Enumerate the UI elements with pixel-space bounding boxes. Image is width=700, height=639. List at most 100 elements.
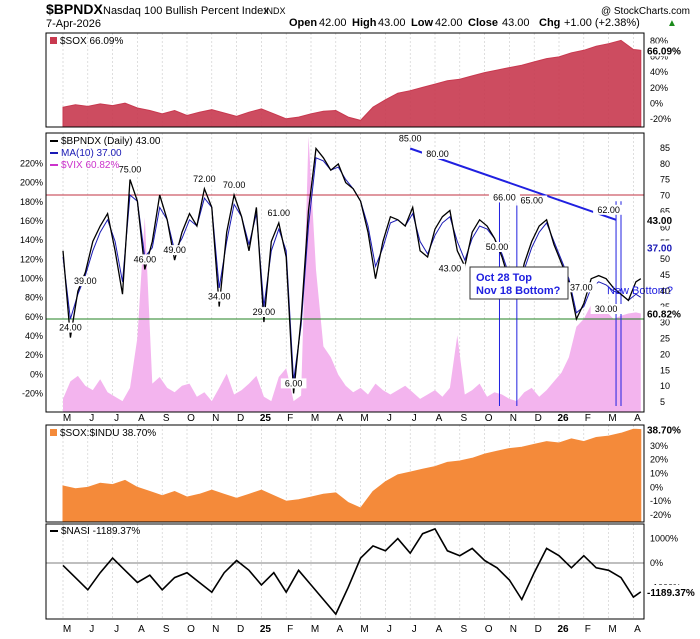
sox-indu-frame [45, 424, 645, 523]
sox-tick: 60% [650, 52, 668, 62]
value-annotation-bg [565, 282, 597, 293]
panel-sox: 80% 60% 40% 20% 0% -20% $SOX 66.09% 66.09% [45, 32, 687, 128]
callout-text-bottom: New Bottom? [607, 285, 673, 297]
high-value: 43.00 [378, 17, 406, 29]
bpndx-tick: 40 [660, 286, 670, 296]
value-annotation: 85.00 [399, 134, 422, 144]
month-label: M [311, 624, 319, 635]
sox-tick: 80% [650, 36, 668, 46]
value-annotation: 24.00 [59, 323, 82, 333]
value-annotation-bg [188, 173, 220, 184]
vix-tick: 140% [20, 235, 43, 245]
value-annotation-bg [248, 307, 280, 318]
nasi-legend: $NASI -1189.37% [61, 526, 140, 537]
bpndx-last-value-bg [645, 212, 681, 226]
month-label: F [287, 624, 293, 635]
bpndx-tick: 10 [660, 381, 670, 391]
month-label: A [336, 624, 343, 635]
month-label: J [114, 624, 119, 635]
nasi-line [62, 527, 642, 616]
vix-last-value: 60.82% [647, 310, 681, 321]
month-label: J [387, 624, 392, 635]
value-annotation: 37.00 [570, 282, 593, 292]
bpndx-frame [45, 132, 645, 413]
month-label: J [412, 624, 417, 635]
sox-tick: -20% [650, 114, 671, 124]
month-label: 25 [260, 413, 272, 424]
callout-box [469, 266, 569, 300]
legend-entry: $BPNDX (Daily) 43.00 [61, 136, 161, 147]
month-label: N [212, 413, 219, 424]
chg-value: +1.00 (+2.38%) [564, 17, 640, 29]
month-label: D [535, 624, 542, 635]
nasi-last-value: -1189.37% [647, 588, 695, 599]
sox-indu-tick: 10% [650, 469, 668, 479]
value-annotation: 49.00 [163, 245, 186, 255]
value-annotation: 30.00 [595, 304, 618, 314]
nasi-last-value-bg [645, 584, 700, 598]
month-label: N [212, 624, 219, 635]
chart-date: 7-Apr-2026 [46, 18, 101, 30]
vix-tick: 20% [25, 350, 43, 360]
vix-tick: 200% [20, 178, 43, 188]
bpndx-tick: 30 [660, 318, 670, 328]
value-annotation-bg [481, 242, 513, 252]
sox-indu-tick: 30% [650, 441, 668, 451]
month-label: J [412, 413, 417, 424]
panel-sox-indu: 40%30%20%10%0%-10%-20%$SOX:$INDU 38.70%3… [45, 422, 687, 523]
bpndx-tick: 15 [660, 365, 670, 375]
month-label: J [114, 413, 119, 424]
month-label: O [187, 413, 195, 424]
sox-indu-legend-swatch [50, 429, 57, 436]
month-label: 25 [260, 624, 272, 635]
month-label: A [436, 413, 443, 424]
sox-indu-area [62, 428, 642, 523]
open-label: Open [289, 17, 317, 29]
value-annotation-bg [218, 180, 250, 190]
value-annotation-bg [488, 192, 520, 203]
chg-label: Chg [539, 17, 560, 29]
month-axis-bottom: M J J A S O N D 25 F M A M J J A S O N D 26 F M A [63, 624, 641, 635]
value-annotation: 65.00 [520, 196, 543, 206]
sox-tick: 0% [650, 99, 663, 109]
close-label: Close [468, 17, 498, 29]
month-label: O [485, 413, 493, 424]
legend-entry: MA(10) 37.00 [61, 148, 122, 159]
value-annotation: 66.00 [493, 192, 516, 202]
low-label: Low [411, 17, 433, 29]
vix-tick: 160% [20, 216, 43, 226]
legend-entry: $VIX 60.82% [61, 160, 119, 171]
month-label: N [510, 413, 517, 424]
bpndx-tick: 80 [660, 159, 670, 169]
value-annotation-bg [263, 207, 295, 218]
value-annotation-bg [421, 149, 453, 159]
sox-indu-tick: 0% [650, 482, 663, 492]
chart-index-name: Nasdaq 100 Bullish Percent Index [103, 5, 269, 17]
sox-last-value: 66.09% [647, 46, 681, 57]
bpndx-tick: 60 [660, 222, 670, 232]
quote-bar: Open 42.00 High 43.00 Low 42.00 Close 43… [289, 17, 677, 29]
month-label: F [585, 624, 591, 635]
sox-tick: 40% [650, 67, 668, 77]
month-label: D [237, 624, 244, 635]
bpndx-tick: 25 [660, 334, 670, 344]
value-annotation-bg [159, 245, 191, 256]
vix-last-value-bg [645, 306, 687, 320]
sox-indu-tick: 20% [650, 455, 668, 465]
bpndx-last-value: 43.00 [647, 216, 672, 227]
month-label: S [163, 413, 170, 424]
callout-text: Oct 28 Top [476, 272, 532, 284]
value-annotation: 70.00 [223, 180, 246, 190]
ma-last-value-bg [645, 240, 681, 254]
bpndx-tick: 20 [660, 349, 670, 359]
sox-indu-legend: $SOX:$INDU 38.70% [60, 428, 156, 439]
month-label: M [360, 624, 368, 635]
value-annotation-bg [69, 276, 101, 287]
high-label: High [352, 17, 377, 29]
close-value: 43.00 [502, 17, 530, 29]
sox-indu-tick: -20% [650, 510, 671, 520]
vix-tick: 180% [20, 197, 43, 207]
value-annotation: 46.00 [134, 254, 157, 264]
month-label: N [510, 624, 517, 635]
value-annotation: 72.00 [193, 174, 216, 184]
